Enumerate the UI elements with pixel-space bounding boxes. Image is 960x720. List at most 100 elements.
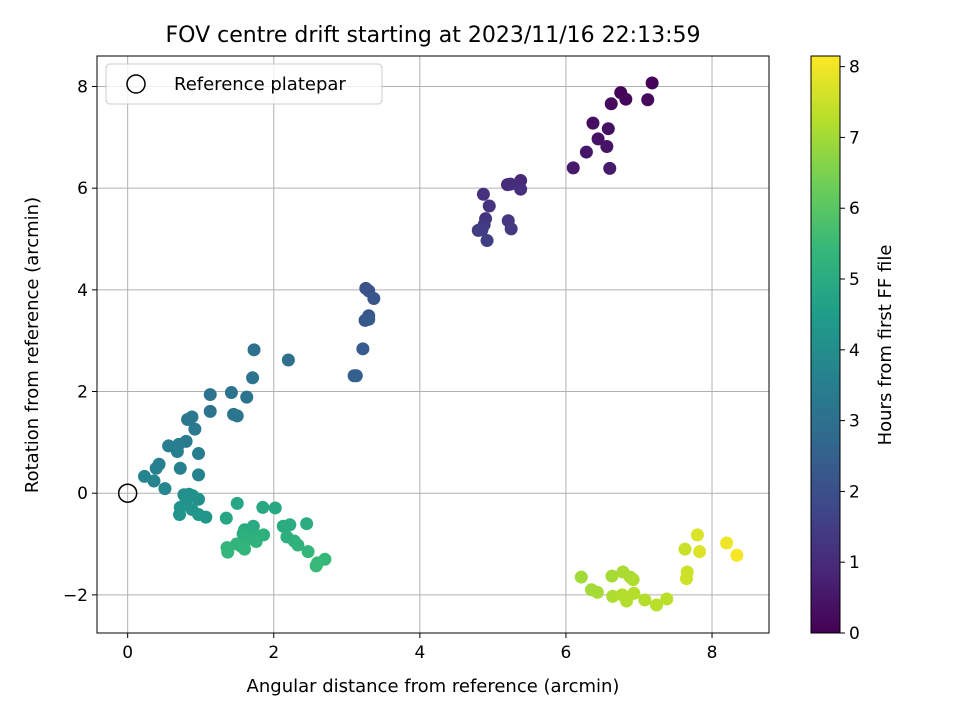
data-point bbox=[281, 353, 295, 367]
data-point bbox=[149, 461, 163, 475]
data-point bbox=[181, 412, 195, 426]
data-point bbox=[650, 598, 664, 612]
data-point bbox=[362, 312, 376, 326]
reference-platepar-marker bbox=[117, 483, 138, 503]
data-point bbox=[192, 468, 206, 482]
data-point bbox=[356, 342, 370, 356]
y-axis-label: Rotation from reference (arcmin) bbox=[22, 197, 43, 493]
y-tick-label: 4 bbox=[77, 281, 88, 301]
data-point bbox=[574, 570, 588, 584]
data-point bbox=[603, 161, 617, 175]
colorbar-tick-label: 8 bbox=[849, 58, 860, 78]
data-point bbox=[605, 569, 619, 583]
data-point bbox=[645, 76, 659, 90]
x-axis-label: Angular distance from reference (arcmin) bbox=[247, 676, 620, 697]
colorbar-tick-label: 6 bbox=[849, 199, 860, 219]
data-point bbox=[730, 548, 744, 562]
colorbar-label: Hours from first FF file bbox=[875, 245, 896, 446]
colorbar-tick-label: 2 bbox=[849, 482, 860, 502]
data-point bbox=[367, 291, 381, 305]
data-point bbox=[679, 572, 693, 586]
colorbar: 0 1 2 3 4 5 6 7 8 Hours from first FF file bbox=[810, 55, 896, 644]
grid-lines bbox=[97, 56, 769, 633]
data-point bbox=[504, 222, 518, 236]
data-point bbox=[586, 116, 600, 130]
data-point bbox=[192, 447, 206, 461]
data-point bbox=[660, 592, 674, 606]
data-point bbox=[301, 545, 315, 559]
data-point bbox=[600, 139, 614, 153]
data-point bbox=[268, 501, 282, 515]
data-point bbox=[566, 161, 580, 175]
data-point bbox=[503, 177, 517, 191]
data-point bbox=[221, 545, 235, 559]
data-point bbox=[173, 508, 187, 522]
data-point bbox=[627, 586, 641, 600]
data-point bbox=[601, 122, 615, 136]
data-point bbox=[720, 536, 734, 550]
data-point bbox=[619, 92, 633, 106]
data-point bbox=[203, 388, 217, 402]
data-point bbox=[247, 343, 261, 357]
data-point bbox=[514, 182, 528, 196]
data-point bbox=[604, 97, 618, 111]
data-point bbox=[349, 369, 363, 383]
x-axis-ticks: 0 2 4 6 8 bbox=[122, 633, 717, 663]
colorbar-tick-label: 7 bbox=[849, 128, 860, 148]
data-point bbox=[591, 132, 605, 146]
data-point bbox=[173, 461, 187, 475]
data-point bbox=[188, 422, 202, 436]
data-point bbox=[256, 500, 270, 514]
colorbar-gradient bbox=[810, 55, 841, 634]
data-point bbox=[590, 585, 604, 599]
data-point bbox=[690, 528, 704, 542]
y-tick-label: 0 bbox=[77, 484, 88, 504]
data-point bbox=[476, 187, 490, 201]
data-point bbox=[579, 145, 593, 159]
data-point bbox=[309, 559, 323, 573]
x-tick-label: 2 bbox=[268, 643, 279, 663]
x-tick-label: 4 bbox=[414, 643, 425, 663]
data-points bbox=[137, 76, 744, 612]
legend-box bbox=[105, 63, 383, 105]
data-point bbox=[203, 404, 217, 418]
data-point bbox=[482, 199, 496, 213]
data-point bbox=[158, 482, 172, 496]
y-axis-ticks: −2 0 2 4 6 8 bbox=[63, 78, 97, 606]
data-point bbox=[480, 234, 494, 248]
y-tick-label: 2 bbox=[77, 383, 88, 403]
data-point bbox=[224, 386, 238, 400]
colorbar-tick-label: 0 bbox=[849, 624, 860, 644]
data-point bbox=[626, 573, 640, 587]
colorbar-tick-label: 4 bbox=[849, 341, 860, 361]
x-tick-label: 8 bbox=[707, 643, 718, 663]
data-point bbox=[230, 496, 244, 510]
data-point bbox=[230, 409, 244, 423]
legend-marker-icon bbox=[126, 74, 146, 94]
data-point bbox=[192, 492, 206, 506]
y-tick-label: 6 bbox=[77, 179, 88, 199]
data-point bbox=[238, 542, 252, 556]
legend-label: Reference platepar bbox=[174, 74, 346, 95]
legend: Reference platepar bbox=[105, 63, 383, 105]
colorbar-tick-label: 3 bbox=[849, 412, 860, 432]
y-tick-label: 8 bbox=[77, 78, 88, 98]
data-point bbox=[249, 534, 263, 548]
data-point bbox=[199, 510, 213, 524]
chart-title: FOV centre drift starting at 2023/11/16 … bbox=[166, 23, 701, 48]
data-point bbox=[170, 445, 184, 459]
data-point bbox=[147, 474, 161, 488]
data-point bbox=[219, 511, 233, 525]
data-point bbox=[283, 518, 297, 532]
data-point bbox=[693, 545, 707, 559]
plot-frame bbox=[96, 55, 770, 634]
colorbar-tick-label: 1 bbox=[849, 553, 860, 573]
data-point bbox=[475, 223, 489, 237]
y-tick-label: −2 bbox=[63, 586, 88, 606]
data-point bbox=[246, 371, 260, 385]
data-point bbox=[678, 542, 692, 556]
colorbar-tick-label: 5 bbox=[849, 270, 860, 290]
x-tick-label: 6 bbox=[561, 643, 572, 663]
data-point bbox=[638, 593, 652, 607]
